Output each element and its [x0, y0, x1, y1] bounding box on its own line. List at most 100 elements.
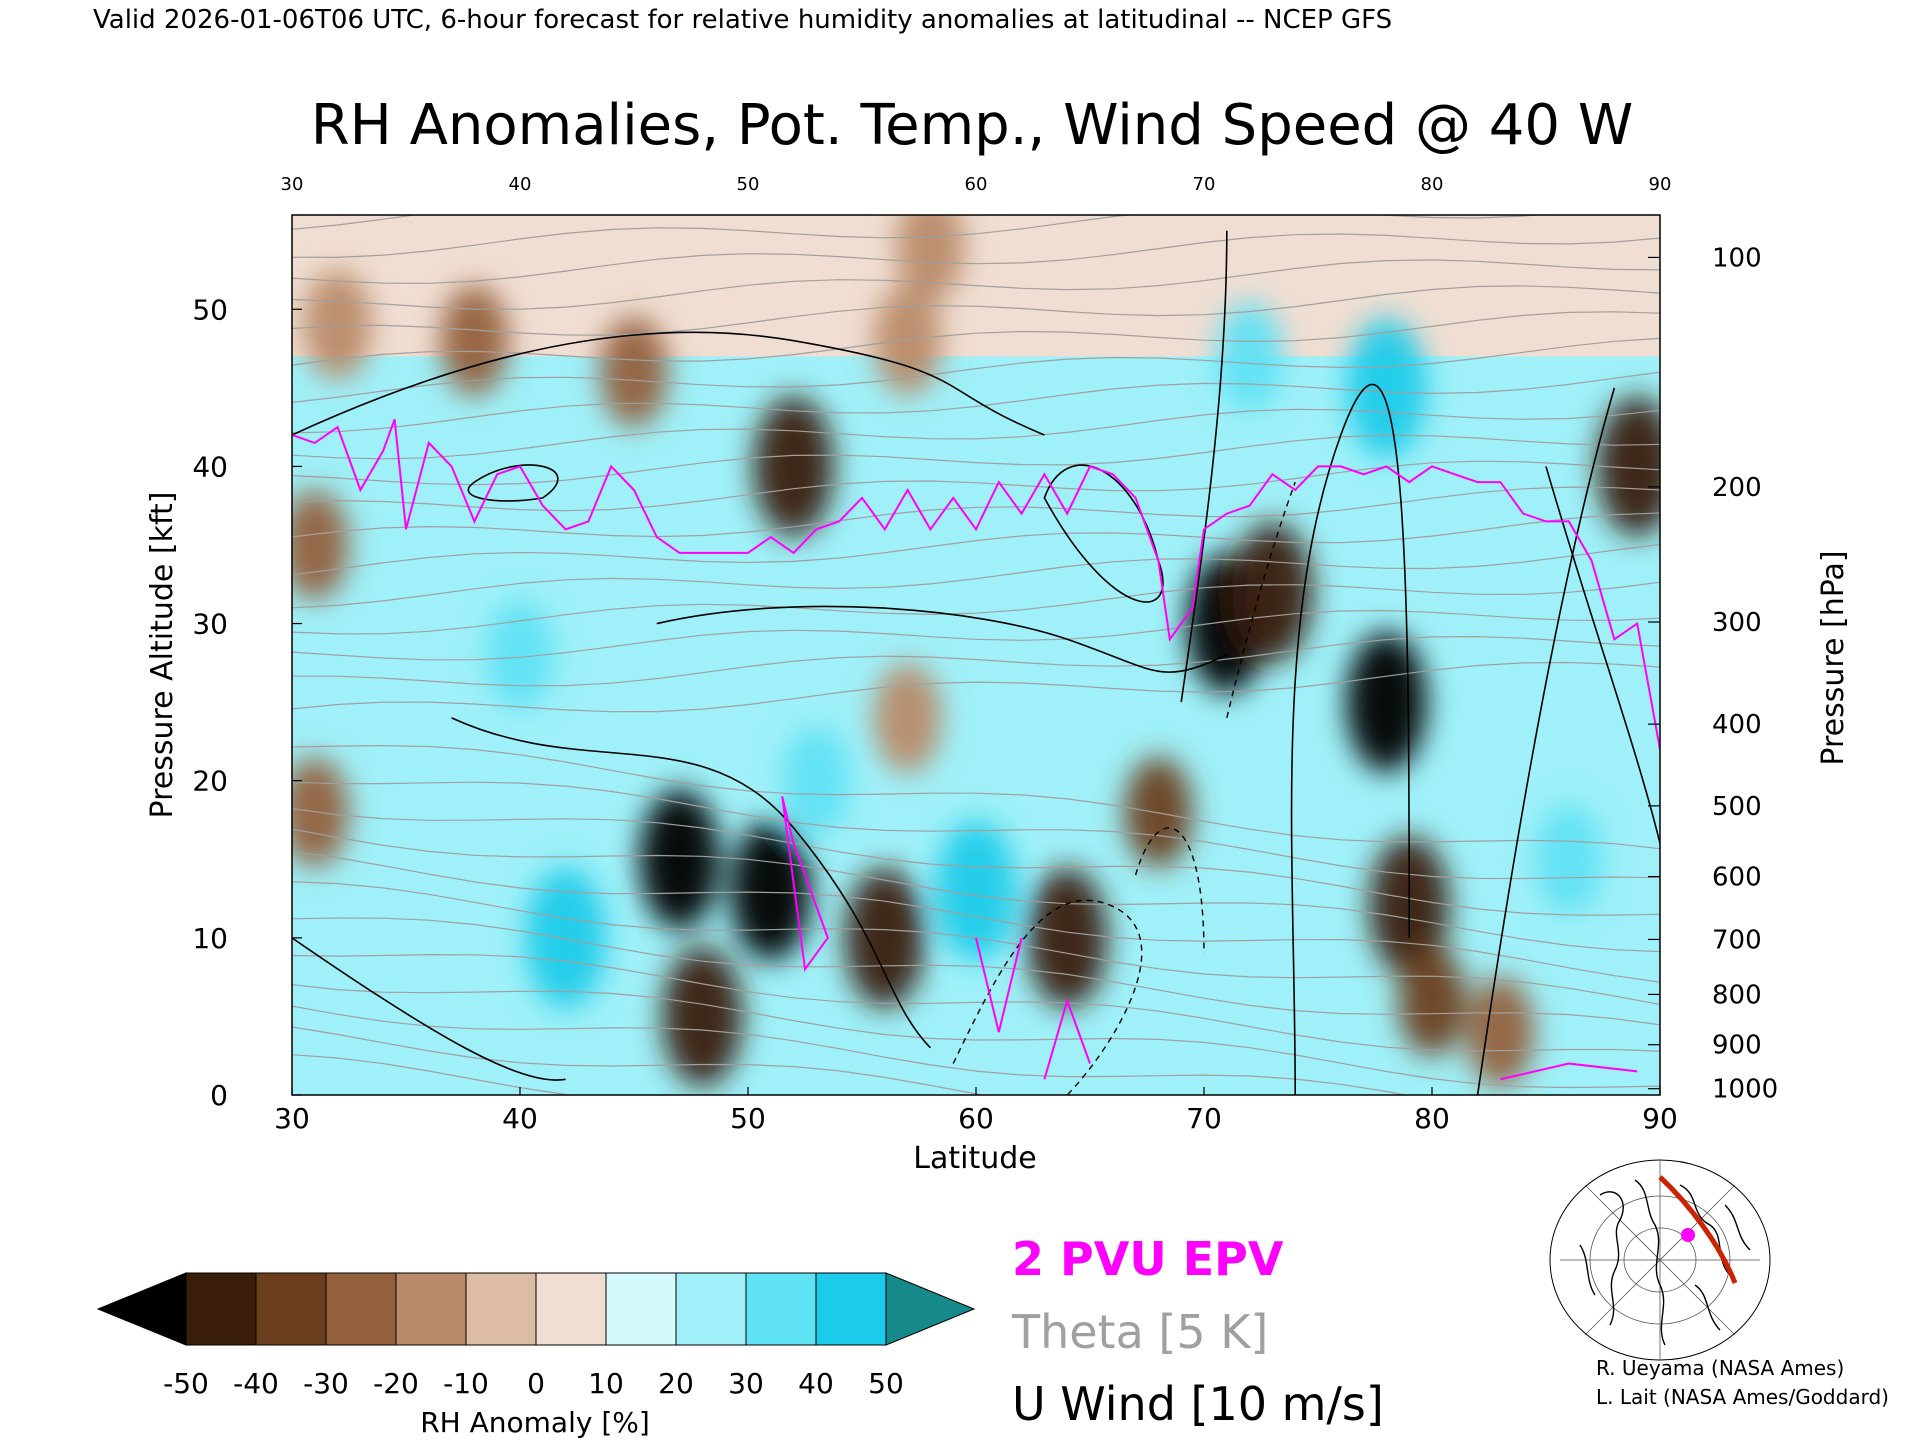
inset-meridian [1584, 1184, 1736, 1336]
u-wind-contour-line [1545, 466, 1660, 844]
rh-anomaly-cell [1027, 867, 1108, 1008]
u-wind-contour-line [451, 717, 931, 1049]
y-axis-right-label: Pressure [hPa] [1816, 550, 1851, 765]
x-tick-label: 70 [1186, 1102, 1222, 1135]
rh-anomaly-cell [662, 946, 743, 1087]
rh-anomaly-cell [844, 867, 925, 1008]
y-axis-left-label: Pressure Altitude [kft] [145, 492, 180, 819]
axes: 3030404050506060707080809090010203040501… [192, 174, 1778, 1135]
colorbar-tick-label: 20 [658, 1367, 694, 1400]
rh-anomaly-cell [896, 215, 965, 302]
pressure-tick-label: 300 [1712, 608, 1762, 638]
theta-contour-line [292, 984, 1660, 1089]
colorbar-bin [325, 1272, 397, 1346]
theta-contour-line [292, 581, 1660, 635]
x-tick-label: 30 [274, 1102, 310, 1135]
y-tick-label: 20 [192, 765, 228, 798]
u-wind-contours [292, 230, 1660, 1095]
x-tick-label: 50 [730, 1102, 766, 1135]
y-tick-label: 30 [192, 608, 228, 641]
pressure-tick-label: 200 [1712, 473, 1762, 503]
theta-contour-line [292, 635, 1660, 687]
x-top-tick-label: 30 [281, 174, 304, 195]
x-axis-label: Latitude [913, 1141, 1036, 1176]
theta-contour-line [292, 408, 1660, 460]
inset-coastline [1579, 1179, 1751, 1346]
legend-pvu: 2 PVU EPV [1012, 1232, 1284, 1286]
credit-line-2: L. Lait (NASA Ames/Goddard) [1596, 1385, 1889, 1409]
colorbar-over-triangle [885, 1272, 976, 1346]
colorbar-bin [255, 1272, 327, 1346]
theta-contour-line [292, 881, 1660, 1005]
u-wind-negative-contour [1226, 481, 1296, 719]
theta-contours [292, 215, 1660, 1095]
valid-time-header: Valid 2026-01-06T06 UTC, 6-hour forecast… [93, 5, 1392, 35]
cross-section-line [1658, 1175, 1738, 1284]
rh-anomaly-cell [440, 285, 509, 396]
theta-contour-line [292, 337, 1660, 403]
theta-contour-line [292, 434, 1660, 486]
colorbar-bin [745, 1272, 817, 1346]
rh-anomaly-cell [873, 662, 942, 773]
legend-uwind: U Wind [10 m/s] [1012, 1377, 1384, 1431]
x-top-tick-label: 70 [1193, 174, 1216, 195]
rh-anomaly-cell [936, 820, 1016, 961]
rh-anomaly-cell [525, 867, 606, 1008]
rh-anomaly-cell [1346, 317, 1427, 458]
rh-anomaly-cell [486, 600, 554, 710]
x-top-tick-label: 90 [1649, 174, 1672, 195]
rh-anomaly-cell [600, 317, 668, 428]
u-wind-contour-line [467, 464, 559, 502]
theta-contour-line [292, 285, 1660, 336]
pressure-tick-label: 500 [1712, 792, 1762, 822]
x-tick-label: 80 [1414, 1102, 1450, 1135]
theta-contour-line [292, 661, 1660, 713]
colorbar-under-triangle [96, 1272, 187, 1346]
u-wind-negative-contour [1134, 827, 1205, 954]
pressure-tick-label: 1000 [1712, 1075, 1778, 1105]
rh-anomaly-cell [1346, 632, 1427, 773]
theta-contour-line [292, 311, 1660, 366]
pressure-tick-label: 800 [1712, 980, 1762, 1010]
pressure-tick-label: 700 [1712, 925, 1762, 955]
plot-area [291, 214, 1661, 1096]
legend-theta: Theta [5 K] [1011, 1305, 1268, 1359]
rh-anomaly-cell [1124, 757, 1193, 868]
x-tick-label: 40 [502, 1102, 538, 1135]
colorbar-label: RH Anomaly [%] [420, 1406, 650, 1439]
colorbar-bin [675, 1272, 747, 1346]
u-wind-negative-contour [952, 899, 1143, 1095]
rh-anomaly-cell [753, 396, 834, 537]
theta-contour-line [292, 609, 1660, 661]
theta-contour-line [292, 1005, 1409, 1095]
colorbar-bin [465, 1272, 537, 1346]
colorbar-tick-label: 50 [868, 1367, 904, 1400]
u-wind-contour-line [656, 605, 1228, 673]
colorbar-tick-label: 0 [527, 1367, 545, 1400]
rh-anomaly-cell [782, 725, 851, 836]
theta-contour-line [292, 512, 1660, 576]
theta-contour-line [292, 460, 1660, 512]
theta-contour-line [292, 486, 1660, 538]
theta-contour-line [292, 917, 1660, 1026]
chart-title: RH Anomalies, Pot. Temp., Wind Speed @ 4… [311, 93, 1633, 158]
x-tick-label: 90 [1642, 1102, 1678, 1135]
rh-anomaly-cell [292, 490, 349, 600]
u-wind-contour-line [292, 937, 566, 1081]
y-tick-label: 10 [192, 922, 228, 955]
colorbar-bin [185, 1272, 257, 1346]
rh-anomaly-cell [1597, 396, 1660, 537]
colorbar-bin [535, 1272, 607, 1346]
u-wind-contour-line [1290, 383, 1410, 1095]
u-wind-contour-line [1180, 230, 1228, 703]
theta-contour-line [292, 543, 1660, 609]
pressure-tick-label: 400 [1712, 710, 1762, 740]
plot-clip-group [292, 215, 1660, 1095]
y-tick-label: 40 [192, 450, 228, 483]
u-wind-contour-line [1476, 387, 1616, 1095]
pressure-tick-label: 900 [1712, 1031, 1762, 1061]
u-wind-contour-line [292, 331, 1045, 436]
rh-anomaly-cell [303, 270, 372, 380]
theta-contour-line [292, 233, 1660, 284]
